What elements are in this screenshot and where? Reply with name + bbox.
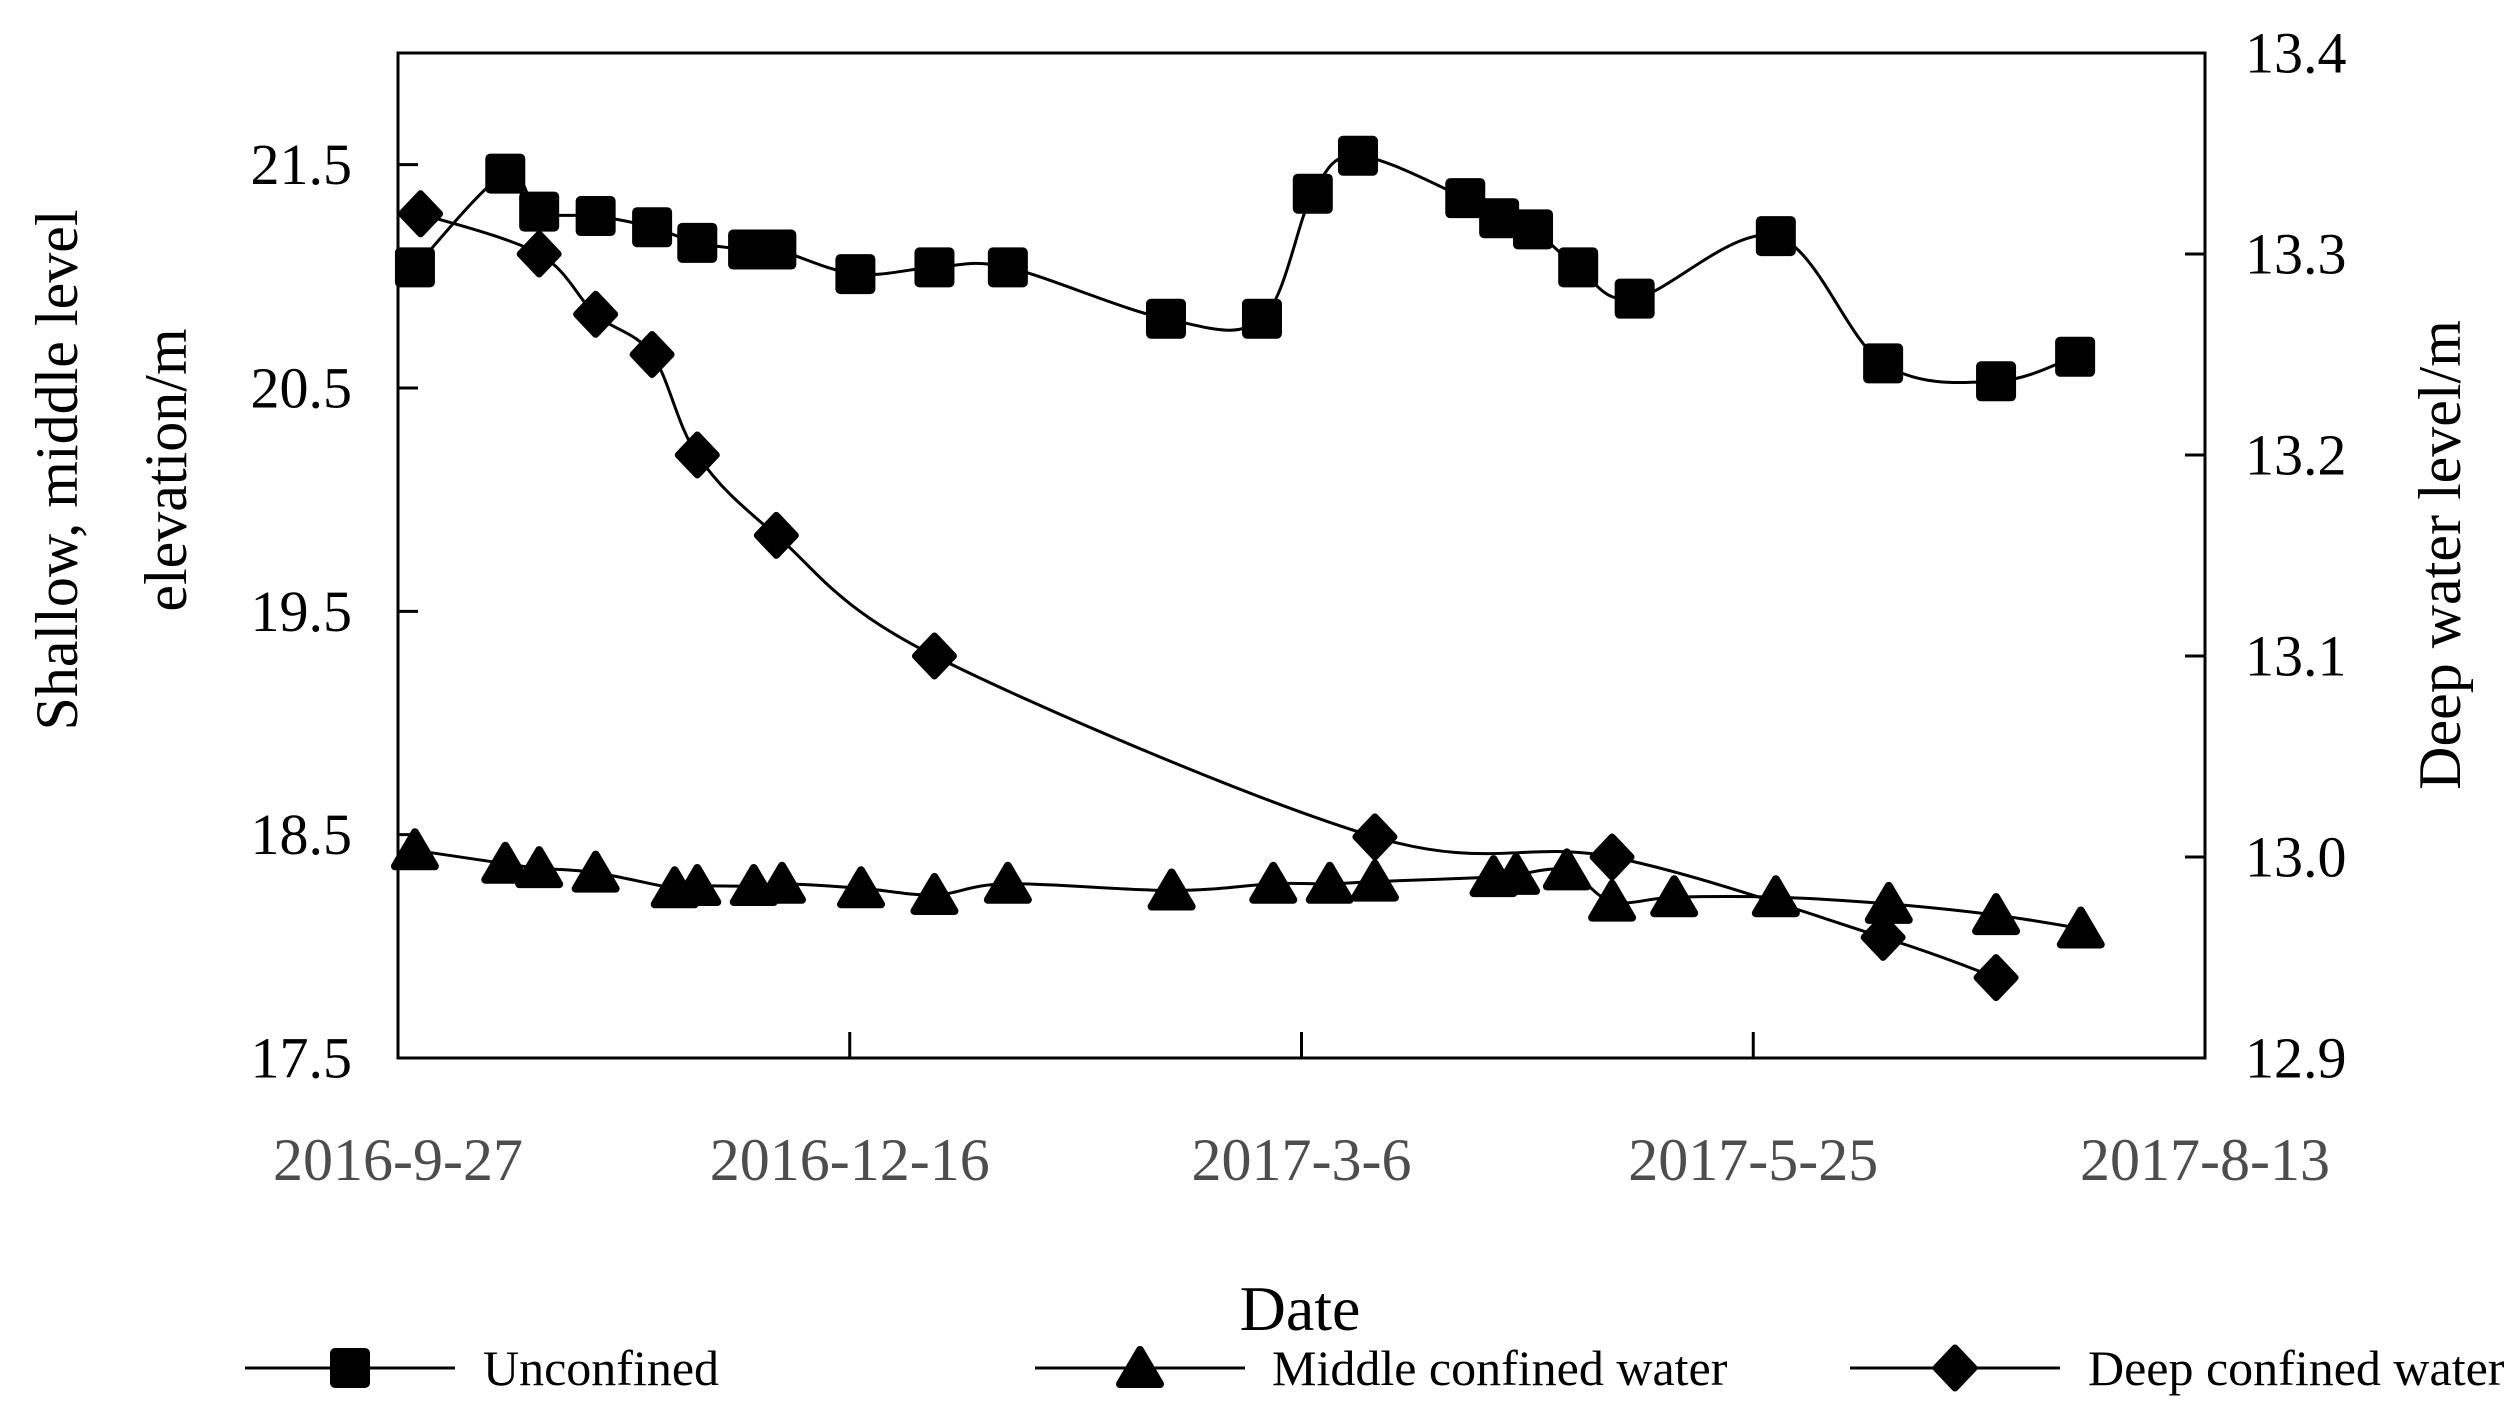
y-right-tick-label: 13.0 bbox=[2245, 825, 2347, 890]
x-axis-title: Date bbox=[1240, 1273, 1361, 1344]
x-tick-label: 2017-8-13 bbox=[2080, 1127, 2330, 1193]
unconfined-point bbox=[1513, 209, 1554, 250]
deep-confined-water-point bbox=[1589, 833, 1635, 881]
middle-confined-water-point bbox=[1588, 879, 1637, 922]
legend-label-unconfined: Unconfined bbox=[483, 1340, 719, 1396]
unconfined-point bbox=[485, 153, 526, 194]
axes-layer: 17.5 18.5 19.5 20.5 21.5 12.9 13.0 13.1 13.2 13.3… bbox=[251, 21, 2347, 1194]
middle-confined-water-point bbox=[2056, 906, 2105, 949]
y-left-tick-label: 18.5 bbox=[251, 802, 353, 867]
right-axis-title: Deep water level/m bbox=[2407, 320, 2473, 790]
unconfined-point bbox=[987, 247, 1028, 288]
unconfined-point bbox=[1445, 178, 1486, 219]
middle-confined-water-point bbox=[390, 828, 439, 871]
unconfined-point bbox=[756, 229, 797, 270]
legend-marks-layer bbox=[245, 1344, 2060, 1392]
deep-confined-water-point bbox=[1973, 954, 2019, 1002]
legend-marker-diamond-icon bbox=[1932, 1344, 1978, 1392]
deep-confined-water-point bbox=[1352, 813, 1398, 861]
y-right-tick-label: 13.3 bbox=[2245, 222, 2347, 287]
x-tick-label: 2016-12-16 bbox=[710, 1127, 990, 1193]
unconfined-point bbox=[914, 247, 955, 288]
middle-confined-water-point bbox=[1972, 893, 2021, 936]
middle-confined-water-point bbox=[1249, 861, 1298, 904]
y-left-tick-label: 20.5 bbox=[251, 356, 353, 421]
unconfined-point bbox=[1614, 278, 1655, 319]
deep-confined-water-point bbox=[1860, 913, 1906, 961]
left-axis-title-line2: elevation/m bbox=[133, 328, 199, 611]
legend-marker-triangle-icon bbox=[1116, 1346, 1164, 1388]
middle-confined-water-point bbox=[1650, 875, 1699, 918]
deep-confined-water-point bbox=[398, 190, 444, 238]
unconfined-point bbox=[2055, 336, 2096, 377]
y-left-tick-label: 21.5 bbox=[251, 132, 353, 197]
y-left-tick-label: 19.5 bbox=[251, 579, 353, 644]
middle-confined-water-point bbox=[571, 850, 620, 893]
deep-confined-water-point bbox=[674, 431, 720, 479]
legend-label-middle-confined: Middle confined water bbox=[1272, 1340, 1728, 1396]
middle-confined-water-point bbox=[481, 841, 530, 884]
y-right-tick-label: 13.2 bbox=[2245, 423, 2347, 488]
middle-confined-water-point bbox=[515, 846, 564, 889]
unconfined-point bbox=[1479, 198, 1520, 239]
deep-confined-water-point bbox=[753, 511, 799, 559]
middle-confined-water-point bbox=[757, 861, 806, 904]
unconfined-point bbox=[394, 247, 435, 288]
middle-confined-water-point bbox=[837, 866, 886, 909]
x-tick-label: 2016-9-27 bbox=[273, 1127, 523, 1193]
unconfined-point bbox=[1337, 135, 1378, 176]
unconfined-point bbox=[1292, 173, 1333, 214]
unconfined-point bbox=[1863, 343, 1904, 384]
unconfined-point bbox=[1558, 247, 1599, 288]
left-axis-title-line1: Shallow, middle level bbox=[24, 209, 90, 730]
series-layer bbox=[390, 135, 2105, 1002]
x-tick-label: 2017-3-6 bbox=[1192, 1127, 1412, 1193]
y-left-tick-label: 17.5 bbox=[251, 1026, 353, 1091]
middle-confined-water-point bbox=[910, 872, 959, 915]
y-right-tick-label: 13.4 bbox=[2245, 21, 2347, 86]
unconfined-point bbox=[1976, 361, 2017, 402]
unconfined-point bbox=[1145, 298, 1186, 339]
middle-confined-water-point bbox=[1147, 868, 1196, 911]
deep-confined-water-point bbox=[573, 290, 619, 338]
deep-confined-water-point bbox=[629, 331, 675, 378]
unconfined-point bbox=[835, 254, 876, 295]
y-right-tick-label: 12.9 bbox=[2245, 1026, 2347, 1091]
y-right-tick-label: 13.1 bbox=[2245, 624, 2347, 689]
middle-confined-water-point bbox=[1542, 848, 1591, 891]
unconfined-point bbox=[1755, 216, 1796, 257]
unconfined-point bbox=[677, 222, 718, 263]
x-tick-label: 2017-5-25 bbox=[1628, 1127, 1878, 1193]
middle-confined-water-point bbox=[1492, 852, 1541, 895]
legend-label-deep-confined: Deep confined water bbox=[2088, 1340, 2505, 1396]
unconfined-point bbox=[519, 191, 560, 232]
deep-confined-water-point bbox=[911, 632, 957, 680]
unconfined-point bbox=[575, 196, 616, 237]
middle-confined-water-point bbox=[983, 861, 1032, 904]
middle-confined-water-point bbox=[1350, 859, 1399, 902]
middle-confined-water-point bbox=[673, 864, 722, 907]
middle-confined-water-point bbox=[1305, 861, 1354, 904]
unconfined-point bbox=[1241, 298, 1282, 339]
deep-confined-water-point bbox=[516, 230, 562, 278]
middle-confined-water-point bbox=[1864, 881, 1913, 924]
unconfined-point bbox=[632, 207, 673, 248]
legend-marker-square-icon bbox=[330, 1348, 370, 1388]
